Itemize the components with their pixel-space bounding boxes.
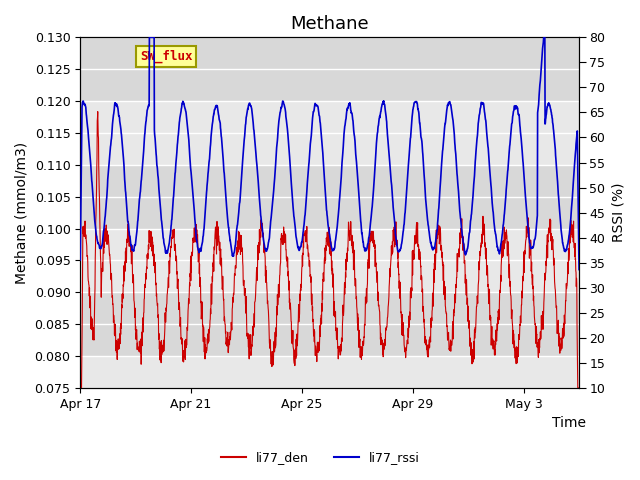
Legend: li77_den, li77_rssi: li77_den, li77_rssi bbox=[216, 446, 424, 469]
Text: SW_flux: SW_flux bbox=[140, 49, 193, 63]
X-axis label: Time: Time bbox=[552, 416, 586, 430]
Title: Methane: Methane bbox=[291, 15, 369, 33]
Y-axis label: Methane (mmol/m3): Methane (mmol/m3) bbox=[15, 142, 29, 284]
Bar bbox=[80, 228, 579, 292]
Bar bbox=[80, 292, 579, 356]
Y-axis label: RSSI (%): RSSI (%) bbox=[611, 183, 625, 242]
Bar bbox=[80, 101, 579, 165]
Bar bbox=[80, 165, 579, 228]
Bar bbox=[80, 37, 579, 101]
